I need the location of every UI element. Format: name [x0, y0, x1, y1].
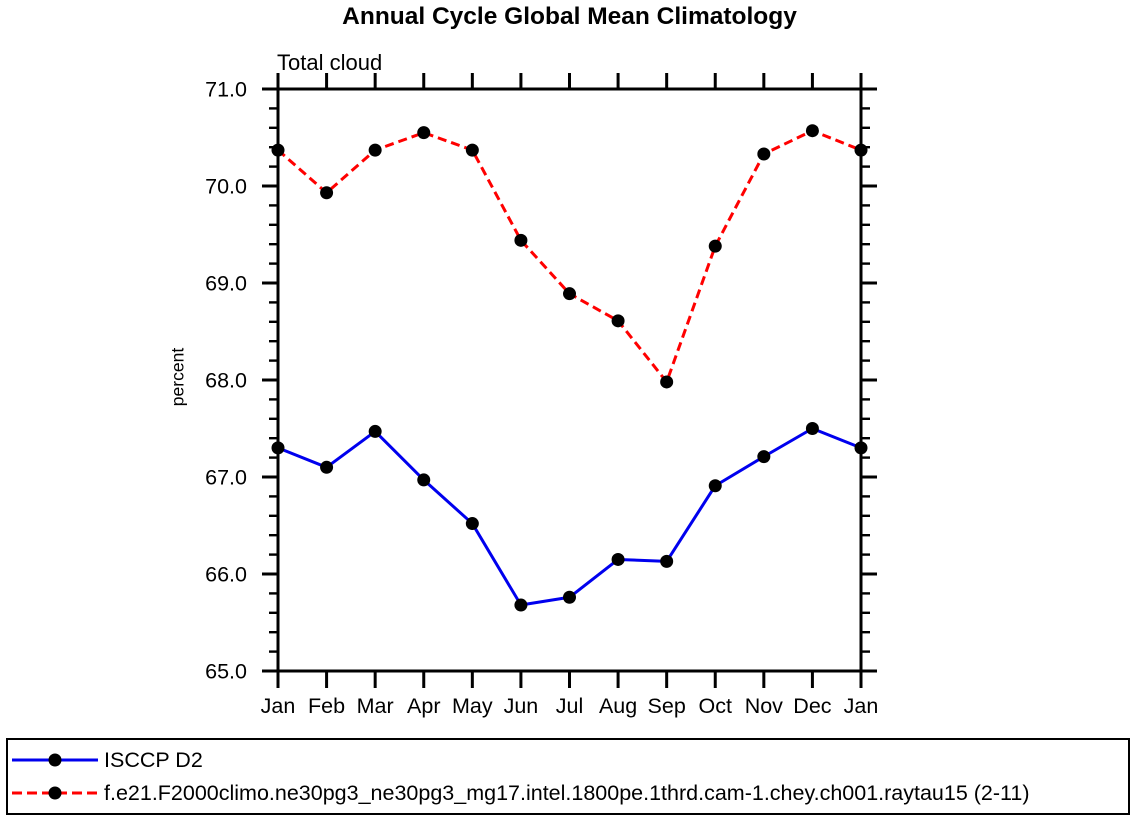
svg-text:66.0: 66.0 [205, 563, 247, 587]
svg-text:May: May [452, 694, 493, 718]
legend-line-sample-dashed [12, 786, 98, 800]
svg-text:Mar: Mar [357, 694, 394, 718]
chart-title: Annual Cycle Global Mean Climatology [342, 3, 797, 30]
svg-text:Oct: Oct [699, 694, 732, 718]
legend-label-isccp: ISCCP D2 [104, 747, 203, 772]
svg-text:Nov: Nov [745, 694, 783, 718]
legend-line-sample-solid [12, 753, 98, 767]
svg-text:Jan: Jan [261, 694, 296, 718]
svg-text:65.0: 65.0 [205, 660, 247, 684]
svg-text:70.0: 70.0 [205, 175, 247, 199]
svg-text:Sep: Sep [648, 694, 686, 718]
svg-text:68.0: 68.0 [205, 369, 247, 393]
svg-text:Jul: Jul [556, 694, 583, 718]
legend-label-model: f.e21.F2000climo.ne30pg3_ne30pg3_mg17.in… [104, 780, 1030, 805]
svg-text:Jun: Jun [504, 694, 539, 718]
svg-text:Aug: Aug [599, 694, 637, 718]
legend-item-model: f.e21.F2000climo.ne30pg3_ne30pg3_mg17.in… [10, 780, 1128, 806]
svg-text:71.0: 71.0 [205, 78, 247, 102]
svg-text:Feb: Feb [308, 694, 345, 718]
svg-text:Dec: Dec [793, 694, 831, 718]
legend-item-isccp: ISCCP D2 [10, 747, 1128, 773]
legend-box: ISCCP D2 f.e21.F2000climo.ne30pg3_ne30pg… [6, 738, 1130, 815]
svg-text:Jan: Jan [844, 694, 879, 718]
svg-text:69.0: 69.0 [205, 272, 247, 296]
chart-subtitle: Total cloud [277, 50, 383, 75]
svg-text:Apr: Apr [407, 694, 440, 718]
plot-canvas: 65.0 66.0 67.0 68.0 69.0 70.0 71.0 Jan Feb Mar Apr… [205, 73, 879, 718]
svg-text:67.0: 67.0 [205, 466, 247, 490]
